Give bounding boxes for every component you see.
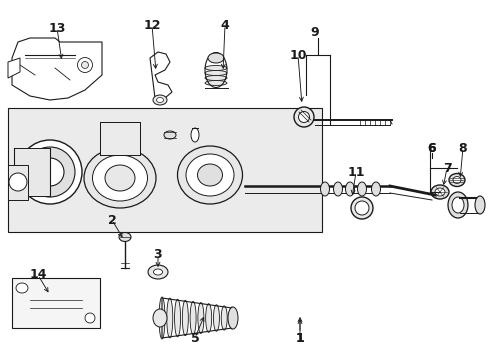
Ellipse shape xyxy=(190,301,196,334)
Text: 4: 4 xyxy=(220,18,229,32)
Ellipse shape xyxy=(293,107,313,127)
Text: 7: 7 xyxy=(442,162,450,175)
Polygon shape xyxy=(100,122,140,155)
Polygon shape xyxy=(12,278,100,328)
Ellipse shape xyxy=(430,185,448,199)
Ellipse shape xyxy=(213,305,219,331)
Ellipse shape xyxy=(448,174,464,186)
Ellipse shape xyxy=(452,176,460,184)
Ellipse shape xyxy=(207,53,224,63)
Ellipse shape xyxy=(77,58,92,72)
Text: 8: 8 xyxy=(458,141,467,154)
Ellipse shape xyxy=(204,66,226,71)
Ellipse shape xyxy=(434,188,444,196)
Ellipse shape xyxy=(16,283,28,293)
Polygon shape xyxy=(150,52,172,98)
Ellipse shape xyxy=(182,300,188,336)
Ellipse shape xyxy=(371,182,380,196)
Ellipse shape xyxy=(197,164,222,186)
Ellipse shape xyxy=(204,81,226,86)
Ellipse shape xyxy=(228,307,235,329)
Ellipse shape xyxy=(185,154,234,196)
Ellipse shape xyxy=(105,165,135,191)
Ellipse shape xyxy=(85,313,95,323)
Ellipse shape xyxy=(354,201,368,215)
Ellipse shape xyxy=(81,62,88,68)
Text: 1: 1 xyxy=(295,332,304,345)
Ellipse shape xyxy=(204,71,226,76)
Ellipse shape xyxy=(345,182,354,196)
Ellipse shape xyxy=(84,148,156,208)
Ellipse shape xyxy=(153,309,167,327)
Ellipse shape xyxy=(153,95,167,105)
Ellipse shape xyxy=(119,233,131,242)
Ellipse shape xyxy=(92,155,147,201)
Ellipse shape xyxy=(350,197,372,219)
Ellipse shape xyxy=(205,304,211,332)
Ellipse shape xyxy=(333,182,342,196)
Polygon shape xyxy=(14,148,50,196)
Text: 5: 5 xyxy=(190,332,199,345)
Ellipse shape xyxy=(204,76,226,81)
Ellipse shape xyxy=(298,112,309,122)
Text: 3: 3 xyxy=(153,248,162,261)
Ellipse shape xyxy=(227,307,238,329)
Polygon shape xyxy=(8,165,28,200)
Ellipse shape xyxy=(36,158,64,186)
Text: 12: 12 xyxy=(143,18,161,32)
Polygon shape xyxy=(12,38,102,100)
Ellipse shape xyxy=(153,269,162,275)
Ellipse shape xyxy=(177,146,242,204)
Ellipse shape xyxy=(156,98,163,103)
Ellipse shape xyxy=(174,299,180,337)
Text: 11: 11 xyxy=(346,166,364,179)
Polygon shape xyxy=(8,108,321,232)
Ellipse shape xyxy=(357,182,366,196)
Polygon shape xyxy=(8,58,20,78)
Text: 9: 9 xyxy=(310,26,319,39)
Ellipse shape xyxy=(166,298,172,338)
Text: 10: 10 xyxy=(289,49,306,62)
Ellipse shape xyxy=(148,265,168,279)
Ellipse shape xyxy=(159,297,164,339)
Ellipse shape xyxy=(18,140,82,204)
Text: 1: 1 xyxy=(295,332,304,345)
Ellipse shape xyxy=(25,147,75,197)
Ellipse shape xyxy=(198,302,203,333)
Ellipse shape xyxy=(163,131,176,139)
Ellipse shape xyxy=(447,192,467,218)
Ellipse shape xyxy=(320,182,329,196)
Text: 6: 6 xyxy=(427,141,435,154)
Ellipse shape xyxy=(191,128,199,142)
Ellipse shape xyxy=(474,196,484,214)
Ellipse shape xyxy=(451,197,463,213)
Ellipse shape xyxy=(9,173,27,191)
Text: 6: 6 xyxy=(427,141,435,154)
Text: 14: 14 xyxy=(29,269,47,282)
Ellipse shape xyxy=(221,306,227,330)
Text: 2: 2 xyxy=(107,213,116,226)
Text: 13: 13 xyxy=(48,22,65,35)
